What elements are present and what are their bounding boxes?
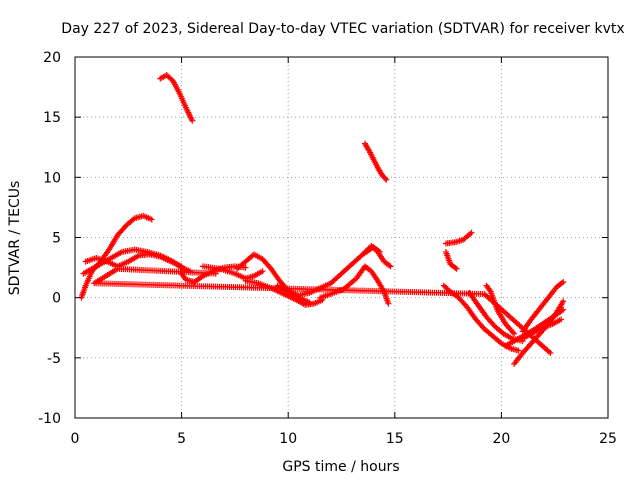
data-point <box>178 263 185 270</box>
series-track-k <box>359 242 394 270</box>
data-point <box>259 268 266 275</box>
y-tick-label: -5 <box>47 351 61 367</box>
chart-title: Day 227 of 2023, Sidereal Day-to-day VTE… <box>61 21 624 37</box>
data-point <box>212 270 219 277</box>
data-point <box>242 264 249 271</box>
series-track-t <box>519 279 567 335</box>
y-tick-label: 5 <box>52 231 61 247</box>
x-tick-label: 0 <box>71 431 80 447</box>
data-points <box>78 72 567 367</box>
data-point <box>558 279 565 286</box>
series-track-c <box>82 251 185 270</box>
data-point <box>387 263 394 270</box>
x-tick-label: 5 <box>177 431 186 447</box>
x-tick-label: 10 <box>279 431 297 447</box>
data-point <box>148 216 155 223</box>
series-isolated <box>91 265 554 357</box>
data-point <box>385 300 392 307</box>
data-point <box>515 347 522 354</box>
series-track-l <box>361 140 390 183</box>
data-point <box>560 298 567 305</box>
axis-ticks: 0 5 10 15 20 25 -10 -5 0 5 10 15 20 <box>38 50 617 447</box>
y-tick-label: 10 <box>43 170 61 186</box>
series-track-f <box>199 263 266 282</box>
y-tick-label: 0 <box>52 291 61 307</box>
data-point <box>558 316 565 323</box>
data-point <box>383 176 390 183</box>
data-point <box>386 262 393 269</box>
series-track-p <box>466 289 526 344</box>
data-point <box>382 175 389 182</box>
series-track-d <box>157 72 196 124</box>
data-point <box>453 265 460 272</box>
x-tick-label: 15 <box>386 431 404 447</box>
y-tick-label: -10 <box>38 411 61 427</box>
data-point <box>452 264 459 271</box>
x-tick-label: 20 <box>492 431 510 447</box>
data-point <box>468 229 475 236</box>
data-point <box>560 279 567 286</box>
y-tick-label: 15 <box>43 110 61 126</box>
data-point <box>560 306 567 313</box>
x-tick-label: 25 <box>599 431 617 447</box>
data-point <box>509 329 516 336</box>
series-track-n <box>442 248 460 272</box>
data-point <box>511 330 518 337</box>
x-axis-label: GPS time / hours <box>282 459 399 475</box>
data-point <box>189 117 196 124</box>
y-tick-label: 20 <box>43 50 61 66</box>
y-axis-label: SDTVAR / TECUs <box>7 181 23 296</box>
series-track-m <box>442 229 475 247</box>
